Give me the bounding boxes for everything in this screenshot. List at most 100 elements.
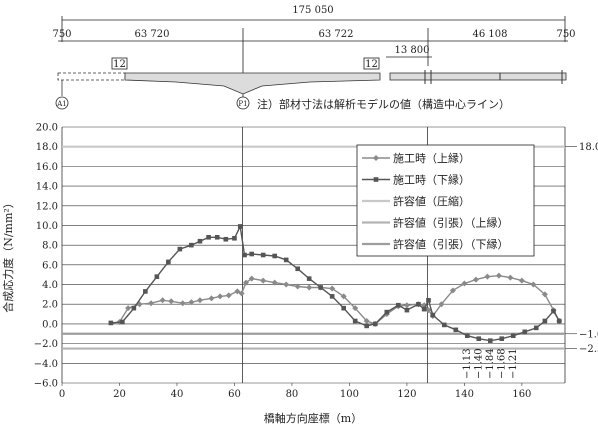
series-1-point [237, 224, 243, 229]
x-tick-label: 120 [397, 389, 416, 400]
series-0-point [438, 301, 445, 308]
x-tick-labels: 0 20 40 60 80 100 120 140 160 [59, 389, 532, 400]
series-1-point [341, 305, 346, 311]
series-0-point [168, 298, 175, 305]
legend-label-1: 施工時（下縁） [393, 173, 470, 187]
pier-label-p1: P1 [238, 100, 247, 108]
series-1-point [352, 318, 358, 324]
y-tick-label: 6.0 [42, 260, 58, 271]
pier-circle-a1 [55, 96, 69, 110]
series-1-point [214, 234, 220, 240]
series-line-0 [118, 274, 560, 325]
series-1-point [421, 306, 427, 312]
series-1-point [487, 338, 493, 343]
series-0-point [208, 295, 215, 302]
dim-span-3: 13 800 [395, 45, 430, 56]
x-tick-label: 160 [512, 389, 531, 400]
girder-left-dashed [57, 72, 126, 81]
series-1-point [476, 336, 482, 341]
legend: 施工時（上縁） 施工時（下縁） 許容値（圧縮） 許容値（引張）（上縁） 許容値（引張）（… [356, 144, 535, 257]
series-0-point [248, 275, 255, 282]
y-tick-label: 20.0 [36, 123, 58, 134]
series-0-point [541, 291, 548, 298]
series-0-point [472, 276, 479, 283]
series-0-point [306, 284, 313, 291]
series-0-point [225, 292, 232, 299]
series-1-point [295, 266, 300, 272]
series-1-point [430, 312, 436, 318]
y-tick-label: −4.0 [34, 359, 58, 370]
series-1-point [364, 323, 369, 329]
series-1-point [551, 308, 556, 314]
y-tick-label: 16.0 [36, 162, 58, 173]
series-1-point [143, 289, 148, 294]
series-1-point [416, 301, 421, 307]
dim-span-0: 750 [52, 29, 71, 40]
tag-box-2 [363, 57, 380, 70]
legend-label-4: 許容値（引張）（下縁） [393, 237, 509, 251]
pier-circle-p1 [236, 96, 250, 110]
series-0-point [294, 283, 301, 290]
series-1-point [372, 321, 378, 327]
limit-label-0: 18.0 [579, 142, 598, 153]
series-1-point [426, 297, 431, 303]
pier-label-a1: A1 [56, 100, 67, 108]
series-1-point [464, 333, 470, 339]
series-1-point [283, 257, 289, 263]
series-1-point [522, 329, 528, 335]
series-0-point [495, 272, 502, 279]
series-1-point [453, 327, 459, 333]
annotation-3: −1.68 [497, 348, 508, 379]
series-1-point [189, 242, 194, 248]
series-0-point [188, 299, 195, 306]
dim-total: 175 050 [292, 5, 333, 16]
series-1-point [154, 274, 160, 279]
x-tick-label: 80 [286, 389, 299, 400]
series-0-point [507, 274, 514, 281]
x-tick-label: 140 [455, 389, 474, 400]
series-0-point [352, 305, 359, 312]
series-0-point [179, 300, 186, 307]
series-1-point [108, 320, 114, 326]
y-tick-label: 8.0 [42, 241, 58, 252]
x-tick-label: 0 [59, 389, 65, 400]
dim-span-1: 63 720 [135, 29, 170, 40]
series-1-point [329, 294, 335, 299]
series-1-point [120, 319, 125, 325]
series-0-point [125, 305, 132, 312]
annotation-1: −1.40 [474, 348, 485, 379]
series-layer [108, 224, 563, 343]
series-1-point [177, 246, 183, 252]
legend-label-2: 許容値（圧縮） [393, 194, 470, 208]
legend-marker-0 [373, 155, 379, 161]
series-1-point [260, 252, 266, 258]
y-tick-label: 4.0 [42, 280, 58, 291]
y-tick-label: 10.0 [36, 221, 58, 232]
series-1-point [272, 253, 277, 259]
y-tick-label: −2.0 [34, 339, 58, 350]
series-1-point [441, 322, 447, 328]
x-axis-label: 橋軸方向座標（m） [264, 411, 362, 425]
series-1-point [510, 333, 516, 339]
x-tick-label: 20 [113, 389, 126, 400]
series-1 [108, 224, 562, 343]
series-0-point [329, 285, 336, 292]
bridge-diagram: 175 050 750 63 720 63 722 46 108 750 13 … [52, 5, 575, 111]
y-tick-label: 2.0 [42, 300, 58, 311]
series-1-point [499, 336, 505, 341]
legend-label-3: 許容値（引張）（上縁） [393, 216, 509, 230]
series-0-point [242, 279, 249, 286]
y-tick-label: 0.0 [42, 319, 58, 330]
series-1-point [131, 305, 137, 311]
series-0-point [234, 288, 241, 295]
series-1-point [395, 302, 401, 308]
series-0-point [148, 300, 155, 307]
y-tick-label: 14.0 [36, 182, 58, 193]
series-line-1 [110, 224, 560, 342]
legend-label-0: 施工時（上縁） [393, 151, 470, 165]
series-0-point [283, 281, 290, 288]
series-0-point [271, 279, 278, 286]
series-1-point [556, 318, 562, 324]
x-tick-label: 100 [340, 389, 359, 400]
